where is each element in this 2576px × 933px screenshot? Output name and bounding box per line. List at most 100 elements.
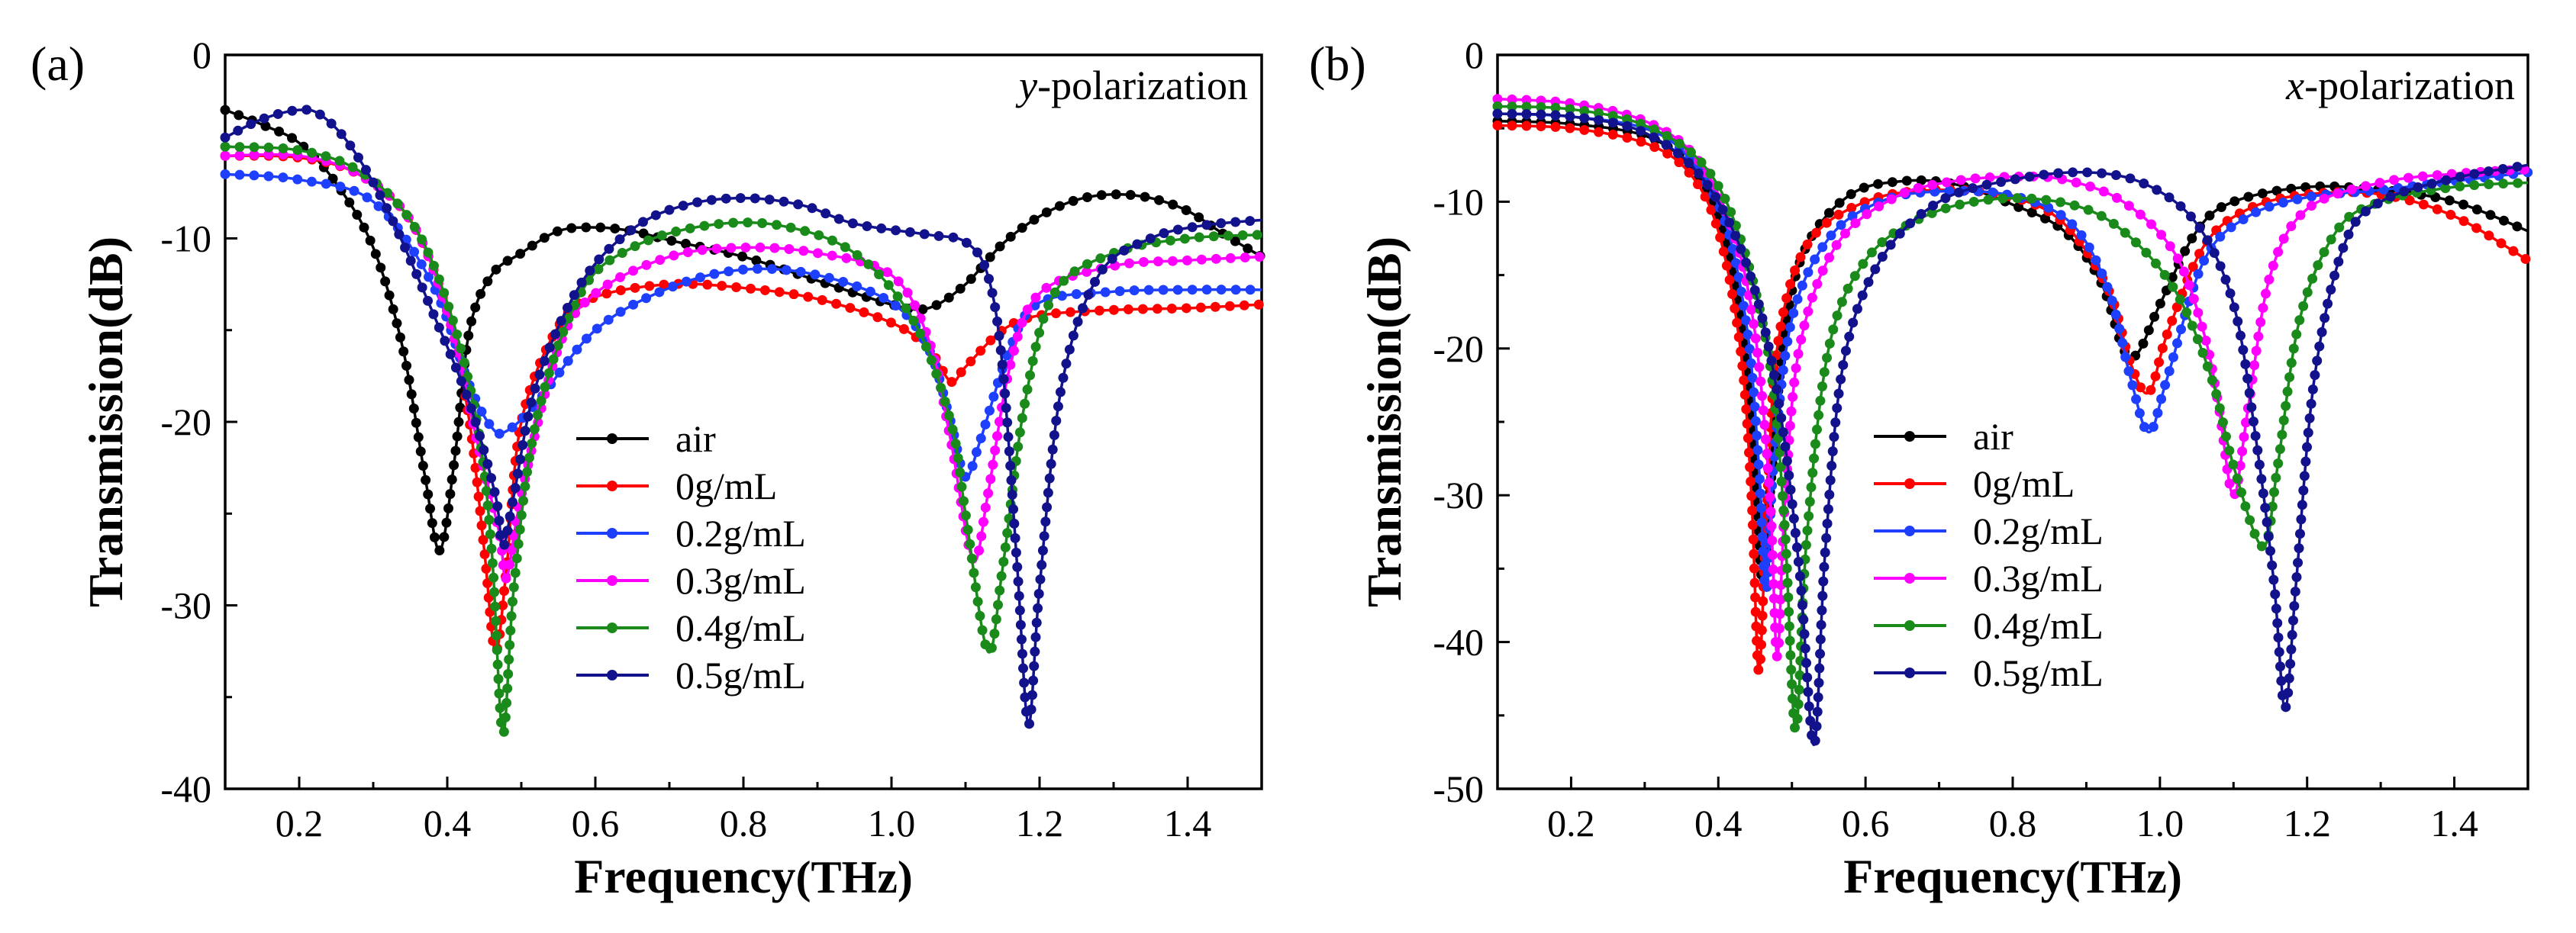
data-point [1717, 204, 1728, 215]
data-point [2120, 227, 2130, 238]
data-point [1746, 304, 1757, 315]
data-point [1778, 307, 1788, 317]
data-point [1594, 115, 1604, 126]
data-point [2055, 210, 2066, 220]
series-0.5g/mL [1492, 108, 2529, 747]
data-point [1802, 239, 1813, 249]
data-point [2471, 204, 2482, 215]
data-point [1684, 167, 1694, 178]
data-point [2152, 407, 2163, 418]
data-point [1797, 280, 1807, 291]
data-point [408, 404, 419, 414]
data-point [2258, 488, 2268, 499]
data-point [1819, 367, 1830, 378]
legend-label: 0.5g/mL [675, 654, 806, 697]
data-point [1819, 561, 1830, 572]
data-point [1035, 574, 1046, 584]
data-point [781, 265, 791, 275]
data-point [2110, 309, 2121, 320]
legend-marker [1904, 431, 1915, 442]
data-point [415, 446, 426, 457]
data-point [1158, 285, 1169, 295]
data-point [1827, 446, 1838, 457]
data-point [585, 265, 595, 276]
data-point [1743, 433, 1753, 443]
data-point [2149, 311, 2160, 322]
data-point [2055, 197, 2066, 208]
data-point [1017, 317, 1027, 328]
data-point [503, 668, 514, 679]
data-point [2270, 589, 2281, 600]
data-point [692, 197, 703, 208]
data-point [1766, 356, 1777, 366]
data-point [1124, 258, 1134, 269]
data-point [1579, 105, 1590, 116]
data-point [671, 227, 682, 237]
data-point [656, 230, 667, 241]
data-point [1024, 719, 1035, 729]
data-point [966, 274, 976, 285]
data-point [1814, 677, 1824, 688]
data-point [1773, 336, 1784, 346]
data-point [2131, 394, 2142, 404]
data-point [650, 210, 661, 220]
data-point [494, 516, 505, 526]
x-tick-label: 1.0 [2136, 802, 2184, 845]
data-point [1065, 307, 1075, 317]
data-point [2296, 514, 2307, 525]
data-point [1774, 398, 1785, 409]
data-point [1767, 536, 1778, 546]
data-point [728, 217, 739, 228]
data-point [1016, 634, 1027, 645]
data-point [479, 549, 490, 560]
data-point [1565, 104, 1575, 114]
data-point [874, 269, 885, 280]
data-point [959, 496, 969, 507]
data-point [1748, 534, 1759, 545]
data-point [2360, 206, 2371, 217]
y-tick-label: -20 [160, 401, 211, 443]
data-point [2167, 316, 2178, 327]
data-point [1798, 614, 1809, 625]
data-point [879, 292, 889, 303]
data-point [1778, 365, 1788, 375]
data-point [1785, 322, 1795, 333]
data-point [1836, 297, 1847, 307]
data-point [502, 683, 513, 693]
data-point [908, 315, 919, 326]
data-point [659, 279, 669, 290]
data-point [2418, 199, 2429, 210]
data-point [522, 467, 533, 478]
data-point [1017, 413, 1027, 423]
data-point [2232, 473, 2242, 484]
data-point [2334, 222, 2345, 233]
data-point [421, 475, 431, 485]
data-point [847, 218, 858, 229]
data-point [1181, 205, 1191, 216]
data-point [520, 481, 530, 492]
data-point [2258, 303, 2268, 314]
data-point [2026, 193, 2037, 204]
data-point [2282, 386, 2293, 397]
data-point [2127, 380, 2138, 391]
data-point [1744, 343, 1755, 354]
x-tick-label: 0.2 [1547, 802, 1595, 845]
data-point [1059, 275, 1069, 286]
data-point [375, 190, 385, 201]
data-point [1866, 247, 1877, 258]
data-point [2445, 210, 2456, 220]
data-point [1022, 304, 1033, 315]
data-point [1607, 117, 1618, 128]
data-point [1054, 201, 1065, 211]
data-point [1754, 474, 1765, 484]
data-point [1039, 531, 1049, 542]
data-point [980, 419, 991, 430]
data-point [2197, 321, 2207, 332]
data-point [1012, 561, 1023, 572]
data-point [898, 323, 909, 334]
data-point [1741, 404, 1752, 414]
data-point [566, 223, 577, 233]
data-point [411, 417, 421, 428]
data-point [697, 245, 708, 256]
data-point [1792, 713, 1803, 724]
